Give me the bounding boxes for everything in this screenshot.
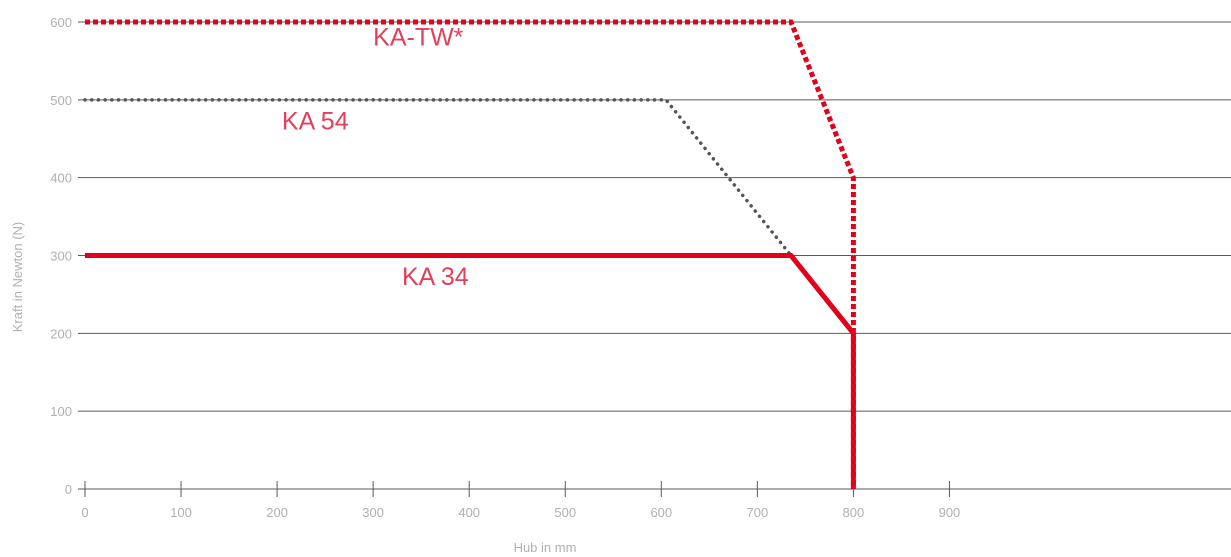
y-tick-label: 100 xyxy=(50,404,72,419)
series-label-ka-54: KA 54 xyxy=(282,107,349,135)
axes: 0 100 200 300 400 500 600 0 100 200 300 400 500 600 70… xyxy=(50,15,960,520)
x-tick-label: 900 xyxy=(939,505,961,520)
x-tick-label: 600 xyxy=(650,505,672,520)
y-tick-label: 500 xyxy=(50,93,72,108)
x-tick-label: 400 xyxy=(458,505,480,520)
x-tick-label: 0 xyxy=(81,505,88,520)
x-tick-label: 500 xyxy=(554,505,576,520)
y-tick-label: 300 xyxy=(50,249,72,264)
series-label-ka-34: KA 34 xyxy=(402,263,469,291)
series-line-ka-tw xyxy=(85,19,856,489)
y-axis-title: Kraft in Newton (N) xyxy=(10,222,25,333)
x-tick-label: 300 xyxy=(362,505,384,520)
series-line-ka-34 xyxy=(85,253,856,489)
x-tick-label: 800 xyxy=(843,505,865,520)
y-tick-label: 600 xyxy=(50,15,72,30)
x-tick-label: 100 xyxy=(170,505,192,520)
series-label-ka-tw: KA-TW* xyxy=(373,23,464,51)
y-tick-label: 0 xyxy=(65,482,72,497)
x-axis-title: Hub in mm xyxy=(514,540,577,555)
x-tick-label: 700 xyxy=(746,505,768,520)
x-tick-label: 200 xyxy=(266,505,288,520)
series-labels: KA-TW* KA 54 KA 34 xyxy=(282,23,469,291)
y-tick-label: 400 xyxy=(50,171,72,186)
series-lines xyxy=(83,19,856,491)
series-line-ka-54 xyxy=(83,98,856,491)
y-tick-label: 200 xyxy=(50,326,72,341)
